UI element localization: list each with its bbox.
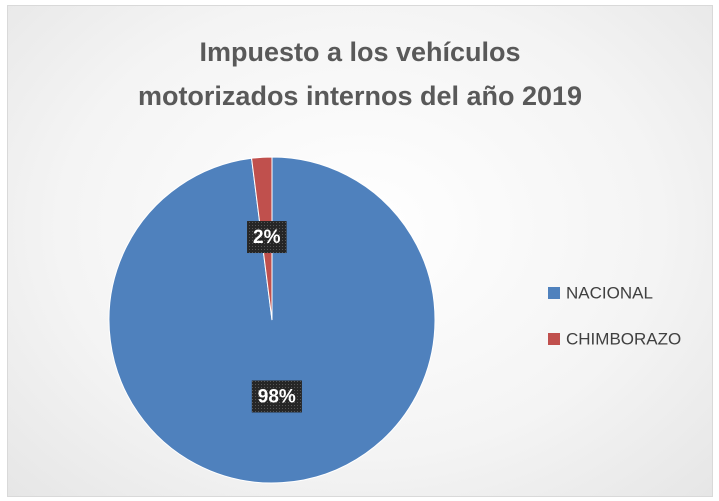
legend-label: CHIMBORAZO <box>566 329 681 348</box>
data-label: 2% <box>253 227 281 248</box>
legend-swatch <box>548 333 560 345</box>
chart-title: Impuesto a los vehículos motorizados int… <box>137 37 583 111</box>
data-label-box <box>251 380 302 413</box>
data-label-box <box>247 221 287 254</box>
data-label: 98% <box>258 386 296 407</box>
legend-label: NACIONAL <box>566 283 653 302</box>
legend-swatch <box>548 287 560 299</box>
